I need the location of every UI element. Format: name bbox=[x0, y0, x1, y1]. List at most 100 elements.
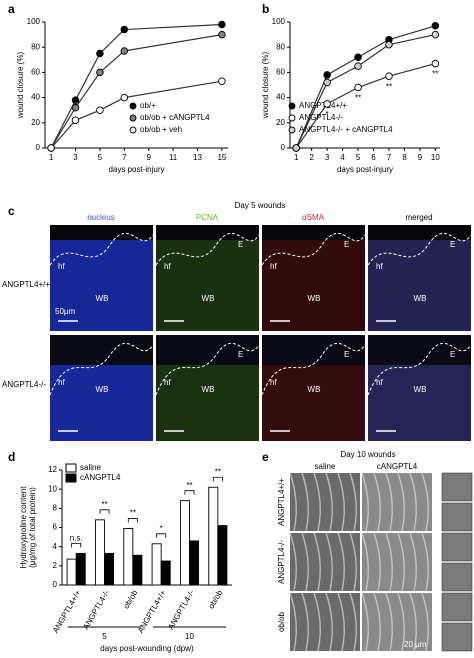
fiber bbox=[385, 592, 393, 652]
fiber bbox=[373, 592, 381, 652]
wound-outline bbox=[49, 232, 154, 266]
x-tick-label: 3 bbox=[325, 153, 330, 162]
x-axis-label: days post-injury bbox=[337, 165, 393, 174]
legend-marker bbox=[129, 126, 137, 134]
thumbnail bbox=[441, 592, 473, 622]
x-tick-label: 1 bbox=[49, 153, 54, 162]
data-point bbox=[120, 25, 129, 34]
y-tick-label: 60 bbox=[31, 68, 40, 77]
data-point bbox=[385, 40, 393, 49]
legend-label: ob/ob + veh bbox=[140, 125, 182, 134]
column-header: saline bbox=[315, 462, 336, 471]
bar bbox=[179, 500, 190, 586]
x-tick-label: ANGPTL4-/- bbox=[81, 588, 111, 631]
data-point bbox=[385, 72, 393, 80]
micrograph bbox=[290, 593, 360, 651]
region-label: hf bbox=[58, 262, 65, 271]
y-tick-label: 0 bbox=[53, 580, 58, 589]
legend-label: ob/ob + cANGPTL4 bbox=[140, 113, 210, 122]
fiber bbox=[373, 532, 381, 592]
fiber bbox=[361, 532, 369, 592]
region-label: hf bbox=[270, 262, 277, 271]
x-tick-label: ob/ob bbox=[122, 588, 140, 610]
thumbnail bbox=[441, 472, 473, 502]
y-tick-label: 20 bbox=[276, 118, 285, 127]
region-label: hf bbox=[164, 378, 171, 387]
legend-label: ob/+ bbox=[140, 101, 156, 110]
x-tick-label: 9 bbox=[418, 153, 423, 162]
legend-label: cANGPTL4 bbox=[80, 473, 121, 482]
data-point bbox=[431, 22, 440, 30]
row-label: ANGPTL4+/+ bbox=[2, 280, 50, 289]
series-line bbox=[50, 23, 222, 149]
legend-marker bbox=[288, 102, 296, 110]
region-label: E bbox=[238, 350, 243, 359]
fiber bbox=[397, 472, 405, 532]
x-tick-label: ANGPTL4+/+ bbox=[136, 588, 168, 634]
y-tick-label: 10 bbox=[48, 484, 57, 493]
y-tick-label: 2 bbox=[53, 561, 58, 570]
y-tick-label: 20 bbox=[31, 118, 40, 127]
fiber bbox=[289, 472, 297, 532]
significance: ** bbox=[355, 94, 361, 103]
x-axis-label: days post-injury bbox=[108, 165, 164, 174]
x-tick-label: 5 bbox=[356, 153, 361, 162]
data-point bbox=[96, 106, 104, 114]
data-point bbox=[120, 47, 129, 55]
fiber bbox=[349, 472, 357, 532]
wound-outline bbox=[49, 342, 154, 396]
fiber bbox=[409, 592, 417, 652]
y-axis-label: Hydroxyproline content bbox=[19, 486, 28, 569]
wound-outline bbox=[367, 342, 472, 396]
scale-label: 50μm bbox=[55, 307, 76, 316]
significance-bracket bbox=[127, 518, 138, 523]
y-tick-label: 100 bbox=[272, 17, 286, 26]
bar bbox=[123, 528, 134, 586]
legend-swatch bbox=[65, 463, 77, 473]
x-tick-label: 4 bbox=[340, 153, 345, 162]
region-label: WB bbox=[308, 385, 321, 394]
region-label: WB bbox=[202, 294, 215, 303]
fiber bbox=[397, 592, 405, 652]
y-tick-label: 60 bbox=[276, 68, 285, 77]
thumbnail bbox=[441, 502, 473, 532]
y-tick-label: 80 bbox=[31, 42, 40, 51]
region-label: E bbox=[344, 350, 349, 359]
y-tick-label: 0 bbox=[281, 143, 286, 152]
bar bbox=[208, 486, 219, 586]
wound-outline bbox=[367, 232, 472, 266]
panel-letter: b bbox=[262, 2, 269, 16]
significance-bracket bbox=[212, 476, 223, 482]
data-point bbox=[354, 53, 362, 62]
data-point bbox=[96, 49, 104, 58]
micrograph-tissue bbox=[262, 365, 365, 441]
significance-bracket bbox=[71, 542, 82, 548]
micrograph-tissue bbox=[50, 240, 153, 331]
fiber bbox=[361, 592, 369, 652]
x-tick-label: 9 bbox=[146, 153, 151, 162]
scale-label: 20 μm bbox=[404, 640, 427, 649]
significance: ** bbox=[432, 70, 438, 79]
fiber bbox=[349, 532, 357, 592]
wound-outline bbox=[155, 232, 260, 266]
region-label: hf bbox=[164, 262, 171, 271]
region-label: hf bbox=[58, 378, 65, 387]
significance-bracket bbox=[99, 509, 110, 514]
fiber bbox=[337, 472, 345, 532]
data-point bbox=[96, 68, 104, 77]
bar bbox=[75, 552, 86, 586]
legend-marker bbox=[288, 114, 296, 122]
micrograph-tissue bbox=[50, 365, 153, 441]
legend-label: ANGPTL4-/- + cANGPTL4 bbox=[299, 125, 393, 134]
bar bbox=[132, 554, 143, 586]
fiber bbox=[337, 532, 345, 592]
fiber bbox=[421, 532, 429, 592]
fiber bbox=[289, 592, 297, 652]
thumbnail bbox=[441, 562, 473, 592]
region-label: WB bbox=[308, 294, 321, 303]
legend-label: saline bbox=[80, 463, 101, 472]
significance: ** bbox=[130, 509, 136, 518]
micrograph bbox=[362, 593, 432, 651]
significance-bracket bbox=[184, 490, 195, 495]
